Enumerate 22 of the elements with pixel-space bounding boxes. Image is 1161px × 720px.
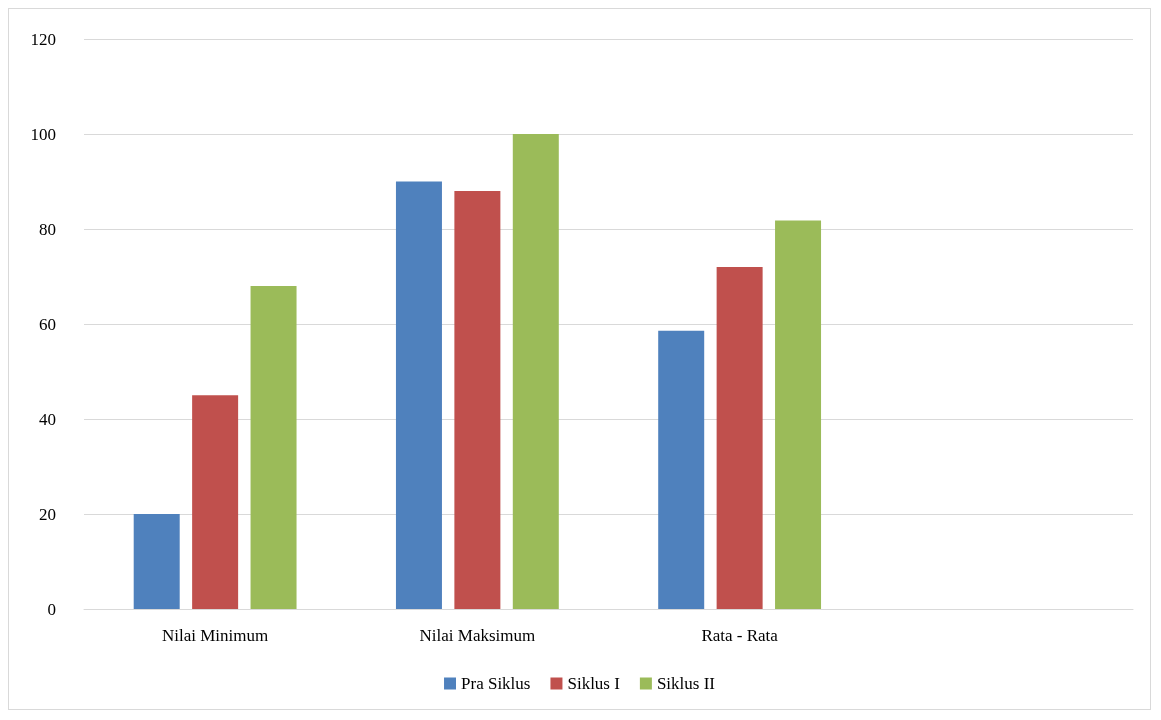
bar xyxy=(454,191,501,609)
x-tick-label: Nilai Minimum xyxy=(162,626,269,645)
x-tick-label: Nilai Maksimum xyxy=(419,626,536,645)
y-tick-label: 80 xyxy=(39,219,56,239)
bar xyxy=(192,395,239,609)
bar xyxy=(716,267,763,609)
x-tick-label: Rata - Rata xyxy=(701,626,779,645)
y-tick-label: 0 xyxy=(47,599,56,619)
y-tick-label: 120 xyxy=(30,29,56,49)
y-tick-label: 100 xyxy=(30,124,56,144)
bar xyxy=(775,220,822,609)
legend-label: Siklus I xyxy=(567,674,621,693)
y-tick-label: 20 xyxy=(39,504,56,524)
bar xyxy=(512,134,559,609)
bar xyxy=(250,286,297,609)
bar xyxy=(133,514,180,609)
y-tick-label: 60 xyxy=(39,314,56,334)
y-tick-label: 40 xyxy=(39,409,56,429)
legend-label: Pra Siklus xyxy=(461,674,531,693)
legend-label: Siklus II xyxy=(656,674,716,693)
bar xyxy=(658,330,705,609)
bar xyxy=(395,181,442,609)
